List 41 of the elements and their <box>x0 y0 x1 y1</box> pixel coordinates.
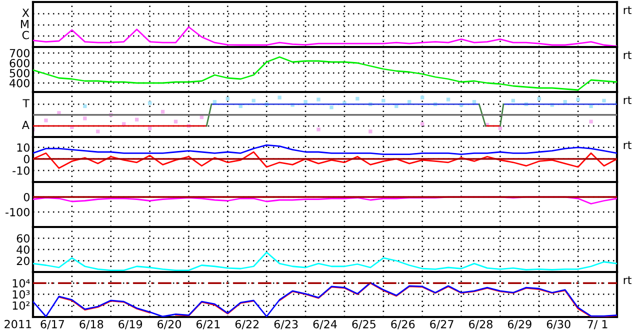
x-tick-label: 6/28 <box>469 320 492 330</box>
y-tick-label: 0 <box>24 154 30 164</box>
x-tick-label: 6/19 <box>118 320 142 330</box>
text: rt <box>624 96 632 104</box>
x-tick-label: 6/29 <box>508 320 532 330</box>
y-tick-label: 0 <box>24 192 30 202</box>
y-tick-label: -100 <box>6 208 30 216</box>
y-tick-label: 40 <box>16 245 30 254</box>
y-tick-label: 10² <box>12 301 30 310</box>
text: A <box>22 120 30 130</box>
x-tick-label: 6/18 <box>80 320 104 330</box>
text: X <box>22 8 30 17</box>
y-tick-label: 60 <box>16 234 30 243</box>
x-tick-label: 6/30 <box>546 320 570 330</box>
x-tick-label: 6/21 <box>196 320 220 330</box>
x-tick-label: 6/23 <box>274 320 298 330</box>
y-tick-label: 10 <box>17 143 30 152</box>
y-tick-label: 600 <box>10 58 30 68</box>
x-tick-label: 7/ 1 <box>588 320 608 330</box>
text: rt <box>624 141 632 150</box>
x-tick-label: 6/26 <box>391 320 415 330</box>
x-tick-label: 6/22 <box>235 320 258 330</box>
x-tick-label: 6/27 <box>430 320 454 330</box>
text: C <box>22 30 29 40</box>
text: rt <box>624 6 632 14</box>
x-tick-label: 6/24 <box>313 320 337 330</box>
y-tick-label: 700 <box>10 48 30 58</box>
text: rt <box>624 276 632 284</box>
x-tick-label: 6/20 <box>158 320 182 330</box>
y-tick-label: 400 <box>10 78 30 88</box>
y-tick-label: -10 <box>12 166 30 175</box>
x-tick-label: 6/25 <box>352 320 376 330</box>
y-tick-label: 500 <box>10 68 30 78</box>
y-tick-label: 20 <box>16 256 30 266</box>
text: T <box>22 99 30 108</box>
x-tick-label: 6/17 <box>40 320 64 330</box>
text: M <box>21 20 28 28</box>
y-tick-label: 10³ <box>12 290 30 299</box>
x-axis-title: 2011 <box>4 320 32 328</box>
y-tick-label: 10⁴ <box>12 279 30 288</box>
text: rt <box>624 51 632 60</box>
